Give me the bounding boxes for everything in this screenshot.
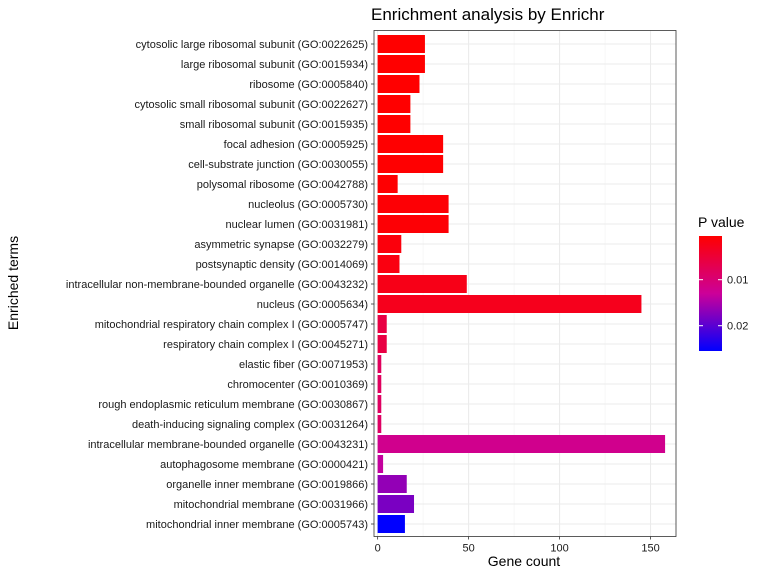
y-tick-label: rough endoplasmic reticulum membrane (GO… xyxy=(98,399,368,411)
bar xyxy=(377,35,425,53)
legend-ticks: 0.01 0.02 xyxy=(699,275,748,333)
bar xyxy=(377,435,666,453)
legend-title: P value xyxy=(698,214,745,230)
bar xyxy=(377,475,407,493)
bar xyxy=(377,355,382,373)
y-tick-label: nuclear lumen (GO:0031981) xyxy=(226,219,368,231)
y-tick-label: respiratory chain complex I (GO:0045271) xyxy=(163,339,368,351)
bar xyxy=(377,335,387,353)
bar xyxy=(377,295,642,313)
x-tick-label: 100 xyxy=(550,543,568,555)
bar xyxy=(377,75,420,93)
legend-colorbar xyxy=(699,236,722,351)
bar xyxy=(377,275,467,293)
bar xyxy=(377,415,382,433)
p-value-legend: P value 0.01 0.02 xyxy=(698,214,748,351)
bar xyxy=(377,495,415,513)
bar xyxy=(377,375,382,393)
y-tick-label: death-inducing signaling complex (GO:003… xyxy=(132,419,368,431)
y-tick-label: polysomal ribosome (GO:0042788) xyxy=(197,179,368,191)
y-tick-label: mitochondrial membrane (GO:0031966) xyxy=(174,499,368,511)
bar xyxy=(377,95,411,113)
bar xyxy=(377,235,402,253)
y-tick-label: ribosome (GO:0005840) xyxy=(249,79,368,91)
y-tick-label: cytosolic small ribosomal subunit (GO:00… xyxy=(134,99,368,111)
y-tick-label: intracellular membrane-bounded organelle… xyxy=(88,439,368,451)
legend-tick-label: 0.01 xyxy=(727,275,748,287)
legend-tick-label: 0.02 xyxy=(727,321,748,333)
x-tick-label: 150 xyxy=(641,543,659,555)
y-tick-label: elastic fiber (GO:0071953) xyxy=(239,359,368,371)
bar xyxy=(377,135,444,153)
y-tick-labels: cytosolic large ribosomal subunit (GO:00… xyxy=(66,39,374,531)
x-axis-title: Gene count xyxy=(488,553,560,569)
y-tick-label: postsynaptic density (GO:0014069) xyxy=(196,259,368,271)
y-tick-label: mitochondrial inner membrane (GO:0005743… xyxy=(146,519,368,531)
y-tick-label: nucleolus (GO:0005730) xyxy=(248,199,368,211)
x-tick-label: 0 xyxy=(375,543,381,555)
bar xyxy=(377,255,400,273)
y-tick-label: intracellular non-membrane-bounded organ… xyxy=(66,279,368,291)
y-tick-label: nucleus (GO:0005634) xyxy=(257,299,368,311)
bar xyxy=(377,175,398,193)
x-tick-label: 50 xyxy=(462,543,474,555)
bar xyxy=(377,115,411,133)
y-tick-label: small ribosomal subunit (GO:0015935) xyxy=(180,119,368,131)
y-axis-title: Enriched terms xyxy=(5,236,21,330)
y-tick-label: chromocenter (GO:0010369) xyxy=(227,379,368,391)
y-tick-label: mitochondrial respiratory chain complex … xyxy=(95,319,368,331)
bar xyxy=(377,395,382,413)
y-tick-label: focal adhesion (GO:0005925) xyxy=(224,139,368,151)
y-tick-label: asymmetric synapse (GO:0032279) xyxy=(194,239,368,251)
bar xyxy=(377,455,384,473)
bar xyxy=(377,515,405,533)
y-tick-label: cell-substrate junction (GO:0030055) xyxy=(188,159,368,171)
bars xyxy=(377,35,666,533)
bar xyxy=(377,55,425,73)
y-tick-label: autophagosome membrane (GO:0000421) xyxy=(160,459,368,471)
y-tick-label: large ribosomal subunit (GO:0015934) xyxy=(181,59,368,71)
bar xyxy=(377,315,387,333)
bar xyxy=(377,195,449,213)
y-tick-label: organelle inner membrane (GO:0019866) xyxy=(166,479,368,491)
y-tick-label: cytosolic large ribosomal subunit (GO:00… xyxy=(136,39,368,51)
x-tick-labels: 0 50 100 150 xyxy=(375,536,660,555)
plot-panel-border xyxy=(373,30,677,537)
bar xyxy=(377,215,449,233)
chart-title: Enrichment analysis by Enrichr xyxy=(371,5,605,24)
bar xyxy=(377,155,444,173)
